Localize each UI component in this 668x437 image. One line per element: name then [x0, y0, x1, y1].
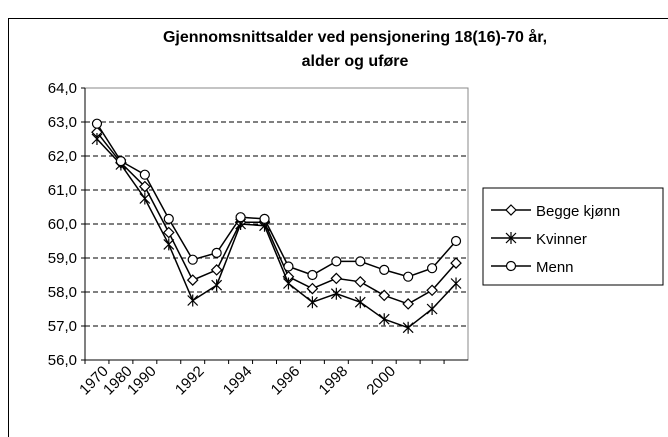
marker [259, 213, 270, 224]
marker [505, 204, 517, 216]
marker [426, 303, 438, 315]
y-tick-label: 56,0 [48, 352, 77, 369]
marker [91, 133, 103, 145]
y-tick-label: 59,0 [48, 250, 77, 267]
marker [210, 264, 223, 276]
marker [138, 180, 151, 193]
y-tick-label: 58,0 [48, 284, 77, 301]
marker [354, 296, 366, 309]
y-tick-label: 61,0 [48, 182, 77, 199]
series-line [96, 138, 457, 329]
marker [450, 277, 462, 290]
marker [505, 260, 517, 272]
chart-title: alder og uføre [302, 53, 409, 70]
marker [330, 287, 342, 300]
marker [450, 257, 462, 269]
y-tick-label: 57,0 [48, 318, 77, 335]
marker [426, 284, 438, 297]
marker [235, 212, 246, 223]
marker [91, 118, 103, 129]
marker [354, 275, 367, 288]
marker [402, 321, 414, 334]
y-tick-label: 64,0 [48, 80, 77, 97]
marker [379, 264, 390, 275]
marker [283, 261, 294, 272]
marker [505, 232, 517, 244]
marker [450, 235, 462, 247]
marker [139, 192, 151, 205]
marker [187, 254, 198, 265]
marker [139, 169, 150, 180]
y-tick-label: 62,0 [48, 148, 77, 165]
marker [283, 277, 294, 290]
marker [306, 296, 318, 309]
marker [402, 298, 415, 310]
series-line [96, 131, 457, 305]
marker [211, 247, 222, 258]
marker [307, 269, 318, 281]
chart-title: Gjennomsnittsalder ved pensjonering 18(1… [163, 28, 547, 46]
y-tick-label: 63,0 [48, 114, 77, 131]
marker [186, 274, 199, 286]
marker [426, 263, 438, 274]
marker [163, 213, 174, 224]
marker [355, 256, 366, 267]
plot-area [84, 87, 469, 361]
marker [211, 279, 223, 292]
marker [378, 313, 390, 326]
legend-label: Begge kjønn [536, 203, 620, 220]
marker [330, 272, 343, 285]
marker [403, 271, 414, 282]
legend-label: Menn [536, 259, 574, 276]
marker [163, 238, 175, 251]
marker [306, 282, 319, 295]
marker [115, 156, 127, 167]
marker [331, 256, 342, 267]
y-tick-label: 60,0 [48, 216, 77, 233]
marker [162, 226, 175, 239]
series-line [96, 123, 457, 278]
marker [187, 294, 199, 307]
legend-label: Kvinner [536, 231, 587, 248]
marker [378, 289, 391, 302]
